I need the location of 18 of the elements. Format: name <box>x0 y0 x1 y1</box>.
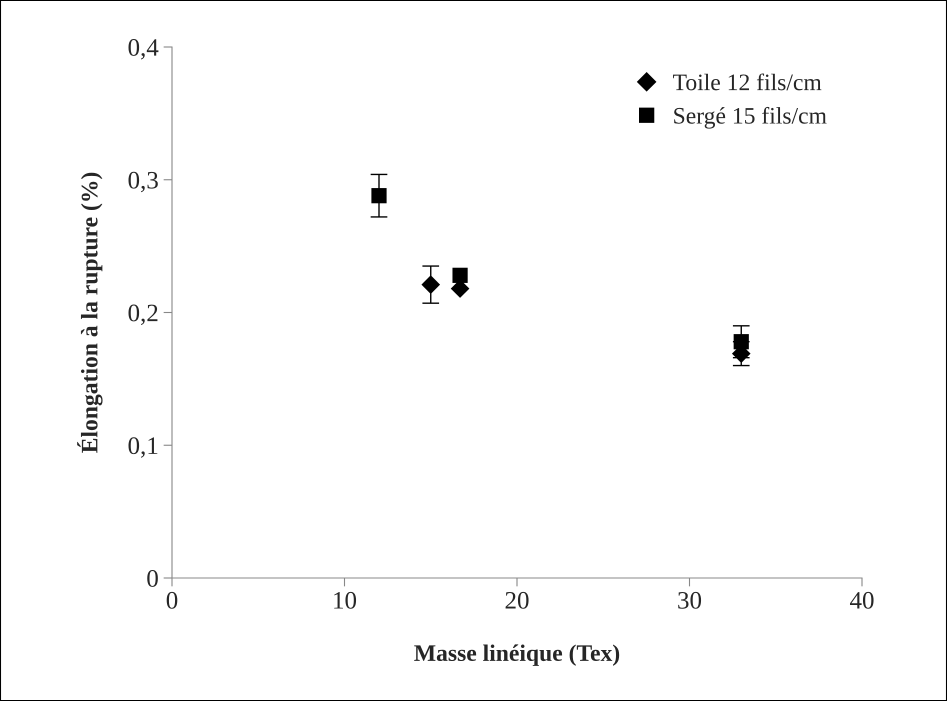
x-tick-label: 0 <box>166 592 178 609</box>
point <box>734 334 749 350</box>
x-tick-label: 20 <box>506 592 529 609</box>
y-tick-label: 0 <box>147 570 158 587</box>
y-tick-label: 0,4 <box>128 39 158 60</box>
x-tick-label: 30 <box>678 592 702 609</box>
point <box>421 275 440 294</box>
y-axis-title: Élongation à la rupture (%) <box>77 172 103 453</box>
point <box>452 268 468 283</box>
y-tick-label: 0,3 <box>128 172 158 192</box>
legend-label: Toile 12 fils/cm <box>673 73 822 90</box>
x-axis-title: Masse linéique (Tex) <box>414 644 620 666</box>
legend-label: Sergé 15 fils/cm <box>674 106 827 129</box>
y-tick-label: 0,2 <box>128 304 158 326</box>
x-tick-label: 40 <box>850 592 874 609</box>
point <box>371 188 387 204</box>
y-tick-label: 0,1 <box>128 437 158 458</box>
x-tick-label: 10 <box>334 592 356 609</box>
